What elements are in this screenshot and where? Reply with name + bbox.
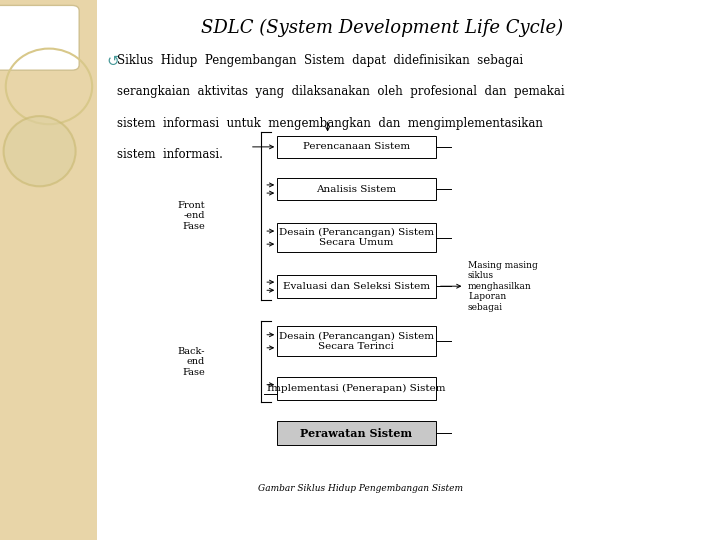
Bar (277, 326, 436, 356)
Ellipse shape (4, 116, 76, 186)
Text: Gambar Siklus Hidup Pengembangan Sistem: Gambar Siklus Hidup Pengembangan Sistem (258, 484, 462, 493)
Text: Desain (Perancangan) Sistem
Secara Terinci: Desain (Perancangan) Sistem Secara Terin… (279, 332, 434, 351)
Bar (277, 421, 436, 445)
Text: Perawatan Sistem: Perawatan Sistem (300, 428, 413, 438)
Text: SDLC (System Development Life Cycle): SDLC (System Development Life Cycle) (201, 19, 562, 37)
FancyBboxPatch shape (0, 5, 79, 70)
Text: Front
-end
Fase: Front -end Fase (178, 201, 205, 231)
Text: sistem  informasi.: sistem informasi. (117, 148, 223, 161)
Text: Evaluasi dan Seleksi Sistem: Evaluasi dan Seleksi Sistem (283, 282, 430, 291)
Text: serangkaian  aktivitas  yang  dilaksanakan  oleh  profesional  dan  pemakai: serangkaian aktivitas yang dilaksanakan … (117, 85, 565, 98)
Text: Siklus  Hidup  Pengembangan  Sistem  dapat  didefinisikan  sebagai: Siklus Hidup Pengembangan Sistem dapat d… (117, 54, 523, 67)
Text: Back-
end
Fase: Back- end Fase (178, 347, 205, 377)
Text: Desain (Perancangan) Sistem
Secara Umum: Desain (Perancangan) Sistem Secara Umum (279, 228, 434, 247)
Text: sistem  informasi  untuk  mengembangkan  dan  mengimplementasikan: sistem informasi untuk mengembangkan dan… (117, 117, 543, 130)
Text: Analisis Sistem: Analisis Sistem (316, 185, 397, 193)
Bar (277, 377, 436, 400)
Bar (0, 0, 97, 540)
Bar (277, 136, 436, 158)
Bar (277, 275, 436, 298)
Text: ↺: ↺ (107, 54, 120, 69)
Text: Implementasi (Penerapan) Sistem: Implementasi (Penerapan) Sistem (267, 384, 446, 393)
Text: Perencanaan Sistem: Perencanaan Sistem (303, 143, 410, 151)
Text: Masing masing
siklus
menghasilkan
Laporan
sebagai: Masing masing siklus menghasilkan Lapora… (468, 261, 538, 312)
Bar (277, 222, 436, 252)
Bar (277, 178, 436, 200)
